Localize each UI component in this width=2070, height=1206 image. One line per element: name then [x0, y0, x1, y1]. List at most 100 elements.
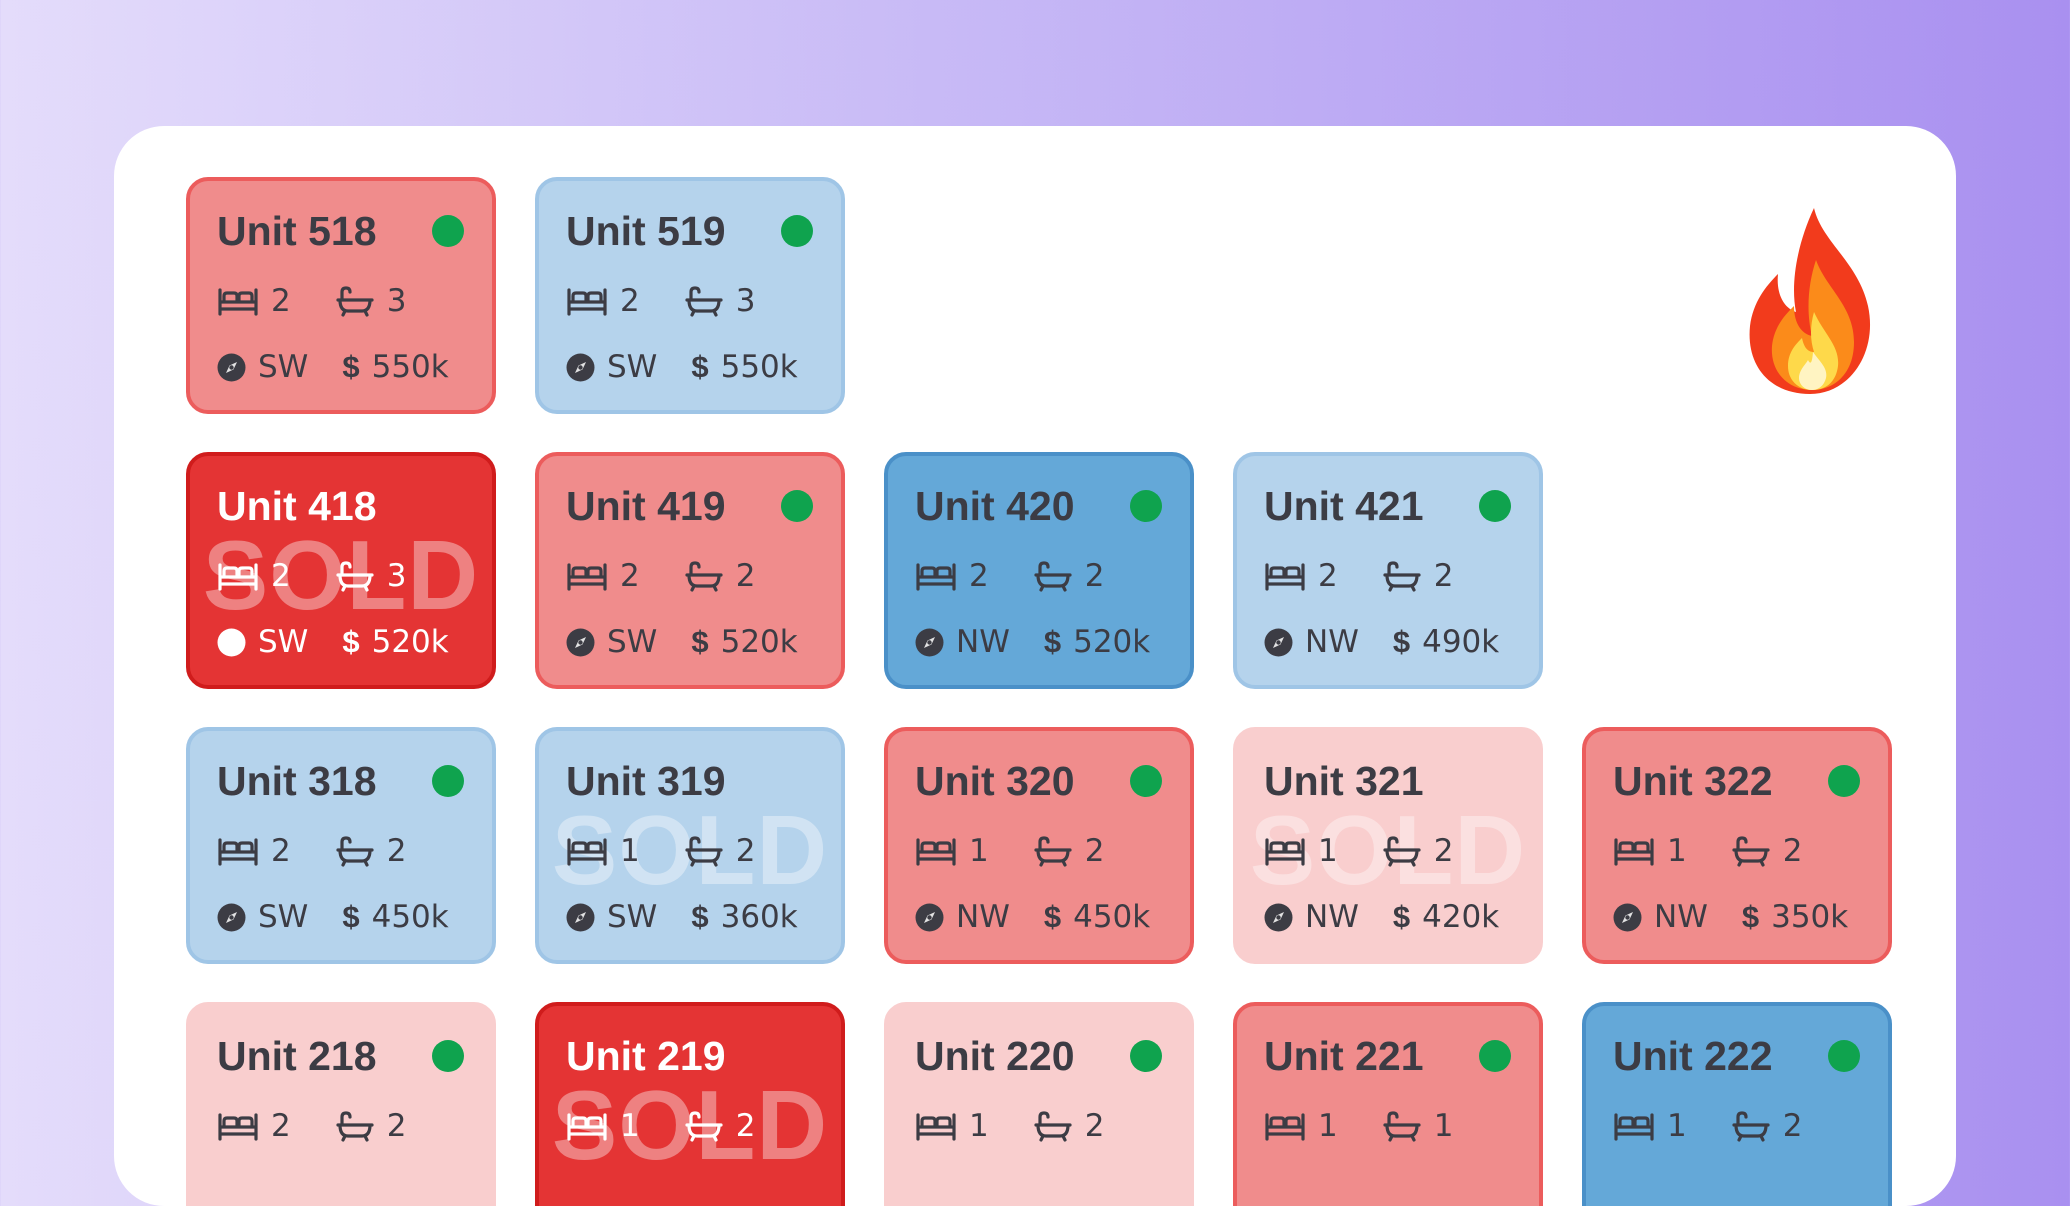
unit-price: 490k — [1422, 624, 1500, 660]
bed-icon — [217, 285, 259, 317]
unit-card[interactable]: SOLD Unit 219 1 2 — [535, 1002, 845, 1206]
unit-title: Unit 420 — [915, 483, 1075, 529]
unit-details-row: SW $550k — [217, 347, 449, 387]
unit-card[interactable]: Unit 322 1 2 NW $350k — [1582, 727, 1892, 964]
bedroom-count: 1 — [1318, 833, 1338, 869]
compass-icon — [217, 903, 246, 932]
compass-icon — [915, 628, 944, 657]
unit-card[interactable]: Unit 318 2 2 SW $450k — [186, 727, 496, 964]
compass-icon — [217, 628, 246, 657]
unit-title: Unit 218 — [217, 1033, 377, 1079]
available-status-dot — [781, 490, 813, 522]
unit-details-row: SW $520k — [217, 622, 449, 662]
bathtub-icon — [1033, 1110, 1073, 1142]
unit-details-row: SW $550k — [566, 347, 798, 387]
unit-details-row: NW $490k — [1264, 622, 1499, 662]
unit-orientation: SW — [258, 624, 309, 660]
bedroom-count: 1 — [969, 833, 989, 869]
available-status-dot — [432, 215, 464, 247]
bathroom-count: 2 — [735, 833, 756, 869]
bathroom-count: 2 — [1433, 558, 1454, 594]
unit-card[interactable]: Unit 320 1 2 NW $450k — [884, 727, 1194, 964]
bedroom-count: 2 — [271, 558, 291, 594]
bedroom-count: 2 — [620, 283, 640, 319]
unit-title: Unit 322 — [1613, 758, 1773, 804]
bed-icon — [1613, 1110, 1655, 1142]
bathtub-icon — [335, 285, 375, 317]
unit-price: 520k — [371, 624, 449, 660]
unit-title: Unit 321 — [1264, 758, 1424, 804]
bedroom-count: 1 — [969, 1108, 989, 1144]
dollar-icon: $ — [1392, 899, 1411, 934]
bedroom-count: 2 — [620, 558, 640, 594]
unit-orientation: NW — [956, 899, 1010, 935]
unit-card[interactable]: Unit 518 2 3 SW $550k — [186, 177, 496, 414]
unit-orientation: NW — [1305, 624, 1359, 660]
unit-orientation: SW — [607, 899, 658, 935]
unit-title: Unit 518 — [217, 208, 377, 254]
available-status-dot — [1130, 1040, 1162, 1072]
bedroom-count: 1 — [1667, 833, 1687, 869]
bathtub-icon — [1731, 835, 1771, 867]
bathroom-count: 2 — [735, 1108, 756, 1144]
unit-card[interactable]: SOLD Unit 321 1 2 NW $420k — [1233, 727, 1543, 964]
available-status-dot — [781, 215, 813, 247]
dollar-icon: $ — [342, 624, 360, 659]
unit-price: 420k — [1422, 899, 1500, 935]
unit-title: Unit 221 — [1264, 1033, 1424, 1079]
unit-card[interactable]: Unit 218 2 2 — [186, 1002, 496, 1206]
unit-card[interactable]: Unit 421 2 2 NW $490k — [1233, 452, 1543, 689]
available-status-dot — [432, 1040, 464, 1072]
unit-title: Unit 418 — [217, 483, 377, 529]
bed-icon — [915, 560, 957, 592]
bed-icon — [566, 1110, 608, 1142]
unit-price: 520k — [1073, 624, 1151, 660]
dollar-icon: $ — [1043, 624, 1062, 659]
dollar-icon: $ — [691, 899, 709, 934]
compass-icon — [1264, 628, 1293, 657]
unit-card[interactable]: Unit 221 1 1 — [1233, 1002, 1543, 1206]
unit-card[interactable]: SOLD Unit 418 2 3 SW $520k — [186, 452, 496, 689]
compass-icon — [566, 353, 595, 382]
unit-card[interactable]: Unit 222 1 2 — [1582, 1002, 1892, 1206]
unit-orientation: NW — [1305, 899, 1359, 935]
unit-card[interactable]: Unit 419 2 2 SW $520k — [535, 452, 845, 689]
bathtub-icon — [1382, 1110, 1422, 1142]
unit-card[interactable]: Unit 519 2 3 SW $550k — [535, 177, 845, 414]
unit-orientation: SW — [258, 349, 309, 385]
unit-card[interactable]: Unit 220 1 2 — [884, 1002, 1194, 1206]
unit-title: Unit 220 — [915, 1033, 1075, 1079]
unit-price: 520k — [720, 624, 798, 660]
bathroom-count: 2 — [1433, 833, 1454, 869]
unit-title: Unit 319 — [566, 758, 726, 804]
unit-orientation: SW — [607, 349, 658, 385]
bedroom-count: 2 — [1318, 558, 1338, 594]
unit-card[interactable]: Unit 420 2 2 NW $520k — [884, 452, 1194, 689]
available-status-dot — [1828, 1040, 1860, 1072]
unit-title: Unit 320 — [915, 758, 1075, 804]
available-status-dot — [432, 765, 464, 797]
bedroom-count: 1 — [1667, 1108, 1687, 1144]
unit-title: Unit 421 — [1264, 483, 1424, 529]
unit-card[interactable]: SOLD Unit 319 1 2 SW $360k — [535, 727, 845, 964]
bed-icon — [1264, 835, 1306, 867]
compass-icon — [566, 903, 595, 932]
bathroom-count: 3 — [386, 283, 407, 319]
bathtub-icon — [335, 560, 375, 592]
bathroom-count: 2 — [1084, 1108, 1105, 1144]
compass-icon — [217, 353, 246, 382]
compass-icon — [1613, 903, 1642, 932]
bed-icon — [1264, 1110, 1306, 1142]
unit-price: 450k — [1073, 899, 1151, 935]
bed-icon — [217, 835, 259, 867]
